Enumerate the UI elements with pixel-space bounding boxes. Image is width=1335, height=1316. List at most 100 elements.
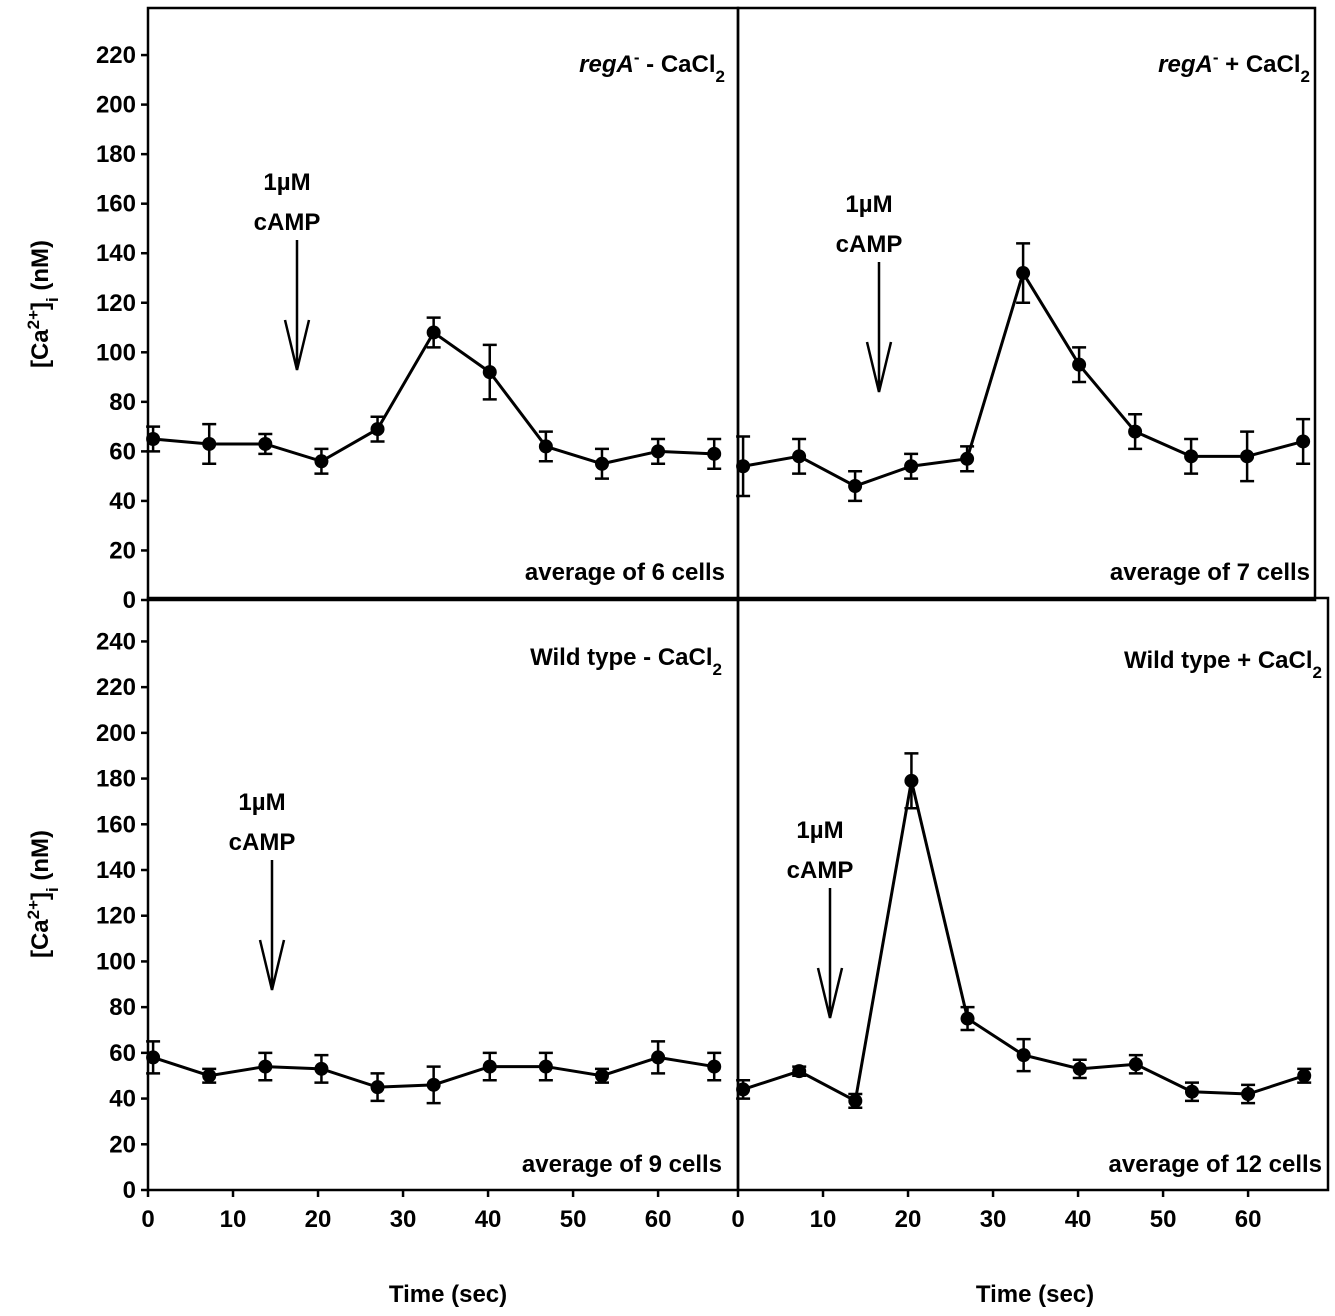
data-point bbox=[1016, 1048, 1031, 1063]
text-part: + CaCl bbox=[1219, 51, 1301, 78]
data-point bbox=[736, 1082, 751, 1097]
data-point bbox=[1128, 424, 1143, 439]
panel-title: regA- - CaCl2 bbox=[579, 48, 725, 86]
y-tick-label: 20 bbox=[109, 537, 136, 564]
y-tick-label: 0 bbox=[123, 587, 136, 614]
data-point bbox=[146, 431, 161, 446]
data-point bbox=[594, 456, 609, 471]
panel-frame bbox=[146, 596, 740, 1192]
y-tick-label: 100 bbox=[96, 948, 136, 975]
x-axis-label: Time (sec) bbox=[389, 1281, 507, 1308]
data-point bbox=[594, 1068, 609, 1083]
y-tick-label: 220 bbox=[96, 674, 136, 701]
data-point bbox=[707, 1059, 722, 1074]
data-point bbox=[848, 479, 863, 494]
text-part: regA bbox=[1158, 51, 1213, 78]
text-part: 2 bbox=[1313, 663, 1322, 682]
annotation: cAMP bbox=[836, 231, 903, 258]
annotation: 1µM bbox=[796, 817, 843, 844]
annotation: 1µM bbox=[845, 191, 892, 218]
annotation: 1µM bbox=[238, 789, 285, 816]
panel-title: Wild type - CaCl2 bbox=[530, 644, 722, 679]
panel-frame bbox=[736, 596, 1330, 1192]
x-axis-label: Time (sec) bbox=[976, 1281, 1094, 1308]
data-point bbox=[1072, 1061, 1087, 1076]
data-point bbox=[482, 1059, 497, 1074]
x-tick-label: 30 bbox=[390, 1206, 417, 1233]
data-point bbox=[426, 325, 441, 340]
data-point bbox=[258, 1059, 273, 1074]
text-part: i bbox=[43, 297, 62, 302]
y-tick-label: 240 bbox=[96, 628, 136, 655]
annotation: cAMP bbox=[229, 829, 296, 856]
data-point bbox=[904, 773, 919, 788]
y-tick-label: 0 bbox=[123, 1177, 136, 1204]
text-part: 2 bbox=[716, 67, 725, 86]
data-point bbox=[1184, 449, 1199, 464]
annotation-arrow bbox=[283, 240, 311, 371]
text-part: (nM) bbox=[27, 830, 54, 887]
text-part: (nM) bbox=[27, 240, 54, 297]
x-tick-label: 10 bbox=[810, 1206, 837, 1233]
text-part: 2+ bbox=[24, 310, 43, 329]
text-part: [Ca bbox=[27, 919, 54, 958]
data-point bbox=[960, 451, 975, 466]
text-part: 2 bbox=[1301, 67, 1310, 86]
data-point bbox=[202, 1068, 217, 1083]
data-point bbox=[1240, 449, 1255, 464]
text-part: - bbox=[1213, 48, 1219, 67]
text-part: ] bbox=[27, 892, 54, 900]
data-point bbox=[736, 459, 751, 474]
text-part: i bbox=[43, 887, 62, 892]
y-tick-label: 20 bbox=[109, 1131, 136, 1158]
data-point bbox=[202, 436, 217, 451]
data-point bbox=[482, 365, 497, 380]
data-line bbox=[742, 269, 1304, 488]
panel-title: regA- + CaCl2 bbox=[1158, 48, 1310, 86]
data-point bbox=[651, 1050, 666, 1065]
data-point bbox=[538, 439, 553, 454]
annotation-arrow bbox=[816, 888, 844, 1019]
text-part: - CaCl bbox=[640, 51, 716, 78]
data-point bbox=[1184, 1084, 1199, 1099]
text-part: [Ca bbox=[27, 329, 54, 368]
y-tick-label: 120 bbox=[96, 903, 136, 930]
y-tick-label: 80 bbox=[109, 389, 136, 416]
x-tick-label: 50 bbox=[1150, 1206, 1177, 1233]
text-part: ] bbox=[27, 302, 54, 310]
panel-frame bbox=[736, 6, 1317, 602]
text-part: 2 bbox=[713, 660, 722, 679]
x-tick-label: 0 bbox=[731, 1206, 744, 1233]
y-tick-label: 40 bbox=[109, 488, 136, 515]
annotation: cAMP bbox=[787, 857, 854, 884]
data-point bbox=[426, 1077, 441, 1092]
text-part: regA bbox=[579, 51, 634, 78]
y-tick-label: 180 bbox=[96, 766, 136, 793]
data-point bbox=[370, 1080, 385, 1095]
text-part: Wild type - CaCl bbox=[530, 644, 712, 671]
y-tick-label: 120 bbox=[96, 290, 136, 317]
data-point bbox=[146, 1050, 161, 1065]
y-axis-label: [Ca2+]i (nM) bbox=[24, 240, 62, 368]
data-line bbox=[152, 330, 715, 466]
y-tick-label: 140 bbox=[96, 857, 136, 884]
x-tick-label: 50 bbox=[560, 1206, 587, 1233]
panel-title: Wild type + CaCl2 bbox=[1124, 647, 1322, 682]
annotation: cAMP bbox=[254, 209, 321, 236]
panel-note: average of 7 cells bbox=[1110, 559, 1310, 586]
data-point bbox=[314, 454, 329, 469]
data-point bbox=[1296, 434, 1311, 449]
x-tick-label: 40 bbox=[1065, 1206, 1092, 1233]
annotation: 1µM bbox=[263, 169, 310, 196]
text-part: Wild type + CaCl bbox=[1124, 647, 1312, 674]
y-tick-label: 200 bbox=[96, 92, 136, 119]
data-point bbox=[258, 436, 273, 451]
x-tick-label: 60 bbox=[645, 1206, 672, 1233]
data-point bbox=[651, 444, 666, 459]
data-point bbox=[1072, 357, 1087, 372]
x-tick-label: 20 bbox=[895, 1206, 922, 1233]
panel-note: average of 9 cells bbox=[522, 1151, 722, 1178]
data-point bbox=[1128, 1057, 1143, 1072]
y-tick-label: 160 bbox=[96, 811, 136, 838]
